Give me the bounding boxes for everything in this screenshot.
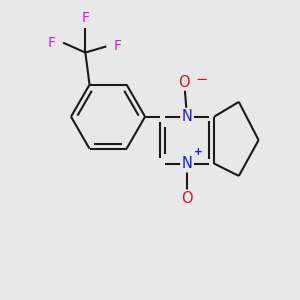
Text: −: − <box>195 72 207 87</box>
Text: F: F <box>113 39 121 53</box>
Text: +: + <box>194 147 203 158</box>
Text: O: O <box>178 75 190 90</box>
Text: N: N <box>182 156 193 171</box>
Text: O: O <box>181 190 193 206</box>
Text: F: F <box>48 36 56 50</box>
Text: N: N <box>182 109 193 124</box>
Text: F: F <box>81 11 89 25</box>
